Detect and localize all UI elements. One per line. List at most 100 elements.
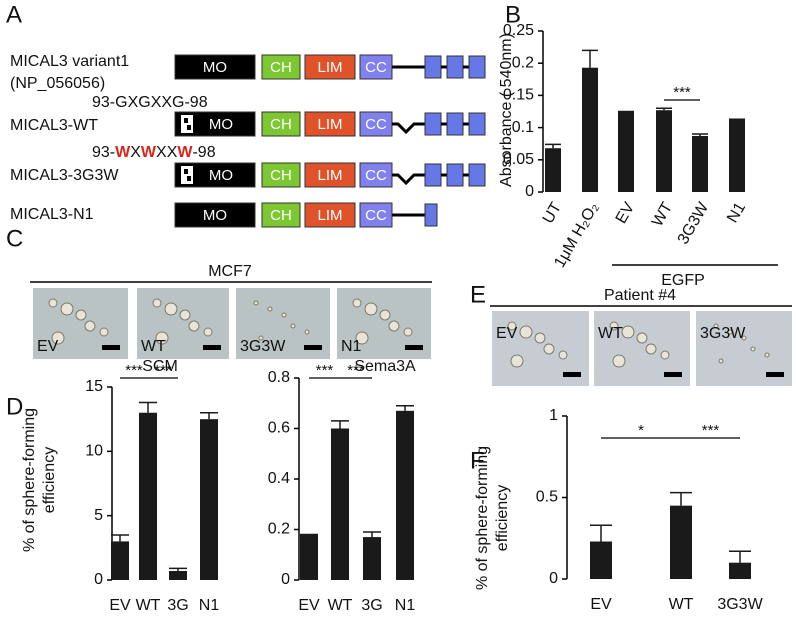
- cell: [713, 323, 719, 329]
- domain: [359, 202, 393, 228]
- y-tick-label: 0.25: [503, 22, 534, 39]
- error-bar: [139, 401, 157, 413]
- mutation-icon: [184, 169, 188, 174]
- bar: [545, 148, 561, 192]
- cell: [388, 320, 400, 332]
- repeat-box: [468, 163, 486, 187]
- y-tick-label: 0.2: [512, 54, 534, 71]
- cell: [75, 309, 87, 321]
- repeat-box: [424, 112, 442, 136]
- x-tick-label: WT: [669, 596, 694, 613]
- x-tick-label: EV: [613, 199, 639, 226]
- bar: [656, 110, 672, 192]
- x-tick-label: UT: [540, 199, 566, 226]
- scale-bar: [563, 372, 581, 377]
- repeat-box: [468, 55, 486, 79]
- row-name: MICAL3-N1: [10, 206, 94, 223]
- domain: [304, 111, 356, 137]
- motif: 93-GXGXXG-98: [92, 94, 208, 111]
- cell: [750, 346, 756, 352]
- error-bar: [363, 531, 381, 538]
- image-label: 3G3W: [700, 325, 746, 342]
- mutation-icon: [187, 176, 191, 181]
- cell: [99, 327, 109, 337]
- y-tick-label: 0: [94, 571, 103, 588]
- cell: [741, 335, 747, 341]
- domain-label: MO: [203, 59, 227, 76]
- x-tick-label: WT: [328, 597, 353, 614]
- cell: [48, 298, 58, 308]
- error-bar: [545, 143, 561, 149]
- error-bar: [582, 49, 598, 68]
- x-tick-label: EV: [109, 597, 131, 614]
- x-tick-label: N1: [724, 200, 749, 226]
- linker: [392, 122, 425, 135]
- repeat-box: [424, 163, 442, 187]
- bar: [331, 428, 349, 580]
- cell: [152, 298, 162, 308]
- motif-part: -98: [192, 144, 215, 161]
- domain-label: CC: [365, 59, 387, 76]
- y-tick-label: 5: [94, 507, 103, 524]
- chart-title: Sema3A: [354, 358, 416, 375]
- domain: [261, 54, 301, 80]
- image-label: EV: [496, 325, 518, 342]
- cell: [636, 332, 648, 344]
- domain-label: MO: [209, 116, 233, 133]
- cell: [179, 309, 191, 321]
- cell: [364, 302, 378, 316]
- bar: [139, 412, 157, 580]
- repeat-box: [446, 163, 464, 187]
- image-label: WT: [598, 325, 623, 342]
- domain-label: CC: [365, 116, 387, 133]
- y-tick-label: 0.5: [536, 489, 558, 506]
- error-bar: [111, 534, 129, 542]
- error-bar: [729, 550, 751, 563]
- panel-letter: B: [505, 1, 521, 28]
- error-bar: [670, 491, 692, 506]
- repeat-box: [424, 55, 442, 79]
- motif-part: XX: [156, 144, 178, 161]
- panel-letter: F: [470, 447, 485, 474]
- cell: [290, 323, 296, 329]
- y-tick-label: 0.4: [268, 470, 290, 487]
- y-tick-label: 0.1: [512, 119, 534, 136]
- error-bar: [692, 133, 708, 136]
- cell: [621, 325, 635, 339]
- significance: ***: [347, 362, 365, 379]
- bar: [590, 541, 612, 579]
- cell: [304, 329, 310, 335]
- cell: [51, 331, 65, 345]
- x-tick-label: EV: [298, 597, 320, 614]
- bar: [729, 562, 751, 579]
- chart-title: SCM: [142, 358, 178, 375]
- cell: [645, 343, 657, 355]
- scale-bar: [203, 345, 221, 350]
- scale-bar: [102, 345, 120, 350]
- significance: ***: [125, 362, 143, 379]
- x-tick-label: 3G3W: [675, 199, 713, 248]
- scale-bar: [766, 372, 784, 377]
- cell: [281, 312, 287, 318]
- cell: [609, 321, 619, 331]
- motif-part: X: [130, 144, 141, 161]
- y-axis-label: Absorbance ( 540nm): [498, 33, 515, 187]
- bar: [729, 119, 745, 192]
- cell: [558, 350, 568, 360]
- group-label: EGFP: [661, 272, 705, 289]
- cell: [403, 327, 413, 337]
- domain-label: CH: [270, 116, 292, 133]
- bar: [111, 541, 129, 580]
- significance: *: [638, 422, 644, 439]
- motif: 93-WXWXXW-98: [92, 144, 216, 161]
- significance: ***: [316, 362, 334, 379]
- linker: [392, 173, 425, 186]
- panel-letter: D: [6, 393, 23, 420]
- x-tick-label: N1: [395, 597, 416, 614]
- scale-bar: [664, 372, 682, 377]
- cell: [519, 325, 533, 339]
- image-header: Patient #4: [604, 287, 676, 304]
- bar: [396, 410, 414, 580]
- image-label: EV: [37, 338, 59, 355]
